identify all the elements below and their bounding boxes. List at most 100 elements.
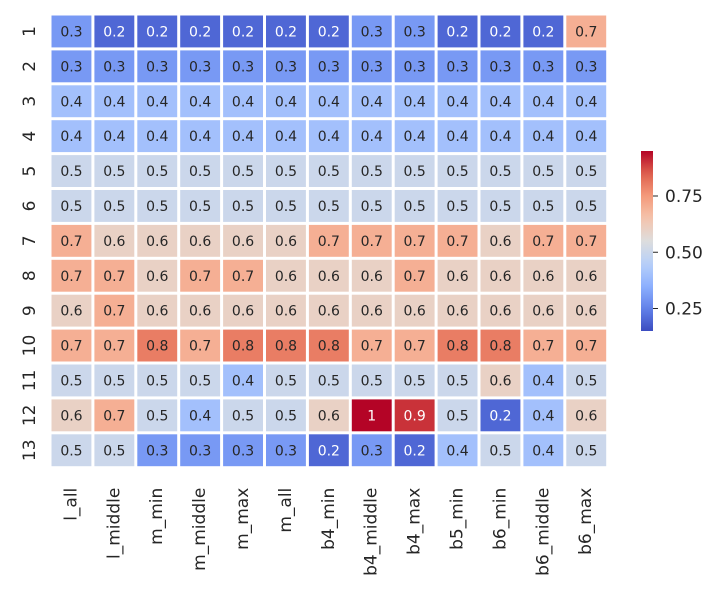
heatmap-cell	[266, 329, 306, 362]
cell-value-label: 0.3	[361, 24, 383, 40]
column-tick-label: m_middle	[190, 488, 210, 571]
heatmap-cell	[94, 50, 135, 83]
heatmap-cell	[308, 15, 349, 48]
row-tick-label: 5	[20, 166, 40, 177]
heatmap-cell	[137, 329, 178, 362]
cell-value-label: 0.4	[60, 94, 82, 110]
heatmap-cell	[94, 155, 135, 187]
column-tick-label: b4_middle	[362, 488, 382, 576]
cell-value-label: 0.3	[404, 24, 426, 40]
column-tick-label: m_min	[147, 488, 167, 545]
row-tick-label: 1	[20, 26, 40, 37]
cell-value-label: 0.5	[318, 199, 340, 215]
column-tick-label: b4_min	[319, 488, 339, 550]
heatmap-cell	[480, 190, 521, 222]
heatmap-cell	[137, 155, 178, 187]
heatmap-cell	[51, 434, 92, 467]
heatmap-cell	[523, 85, 564, 118]
cell-value-label: 0.7	[404, 234, 426, 250]
heatmap-cell	[394, 120, 435, 153]
cell-value-label: 0.6	[189, 234, 211, 250]
cell-value-label: 0.5	[189, 164, 211, 180]
cell-value-label: 0.4	[103, 94, 125, 110]
heatmap-cell	[137, 364, 178, 397]
heatmap-cell	[51, 329, 92, 362]
cell-value-label: 0.7	[60, 269, 82, 285]
row-tick-label: 6	[20, 201, 40, 212]
cell-value-label: 0.4	[446, 443, 468, 459]
cell-value-label: 0.2	[404, 443, 426, 459]
row-tick-label: 13	[20, 439, 40, 461]
heatmap-cell	[51, 259, 92, 292]
heatmap-cell	[266, 85, 306, 118]
heatmap-cell	[351, 85, 392, 118]
heatmap-cell	[137, 434, 178, 467]
cell-value-label: 0.5	[318, 373, 340, 389]
heatmap-cell	[394, 15, 435, 48]
heatmap-cell	[523, 15, 564, 48]
cell-value-label: 0.2	[103, 24, 125, 40]
cell-value-label: 0.3	[103, 59, 125, 75]
cell-value-label: 0.5	[404, 164, 426, 180]
heatmap-cell	[566, 190, 607, 222]
heatmap-cell	[480, 120, 521, 153]
cell-value-label: 0.5	[575, 443, 597, 459]
heatmap-cell	[223, 329, 263, 362]
cell-value-label: 0.5	[146, 164, 168, 180]
heatmap-cell	[480, 85, 521, 118]
heatmap-cell	[266, 15, 306, 48]
heatmap-cell	[351, 155, 392, 187]
heatmap-cell	[51, 224, 92, 257]
heatmap-cell	[94, 224, 135, 257]
cell-value-label: 0.7	[60, 234, 82, 250]
heatmap-cell	[566, 120, 607, 153]
heatmap-cell	[566, 259, 607, 292]
heatmap-cell	[223, 85, 263, 118]
cell-value-label: 0.4	[275, 94, 297, 110]
row-tick-label: 8	[20, 270, 40, 281]
heatmap-cell	[94, 15, 135, 48]
heatmap-cell	[566, 224, 607, 257]
cell-value-label: 0.5	[103, 443, 125, 459]
heatmap-cell	[394, 364, 435, 397]
cell-value-label: 0.6	[189, 304, 211, 320]
cell-value-label: 0.2	[446, 24, 468, 40]
colorbar: 0.25 0.50 0.75	[641, 151, 703, 331]
heatmap-cell	[437, 120, 478, 153]
colorbar-gradient	[641, 151, 653, 331]
column-tick-label: l_all	[61, 488, 81, 521]
column-tick-label: l_middle	[104, 488, 124, 559]
cell-value-label: 0.5	[575, 373, 597, 389]
cell-value-label: 0.7	[404, 339, 426, 355]
row-tick-label: 10	[20, 335, 40, 357]
heatmap-cell	[308, 294, 349, 327]
row-tick-label: 2	[20, 61, 40, 72]
row-tick-label: 9	[20, 305, 40, 316]
heatmap-cell	[523, 259, 564, 292]
heatmap-cell	[180, 190, 221, 222]
heatmap-cell	[566, 434, 607, 467]
cell-value-label: 0.4	[446, 94, 468, 110]
heatmap-cell	[480, 259, 521, 292]
heatmap-cell	[308, 85, 349, 118]
heatmap-cell	[94, 399, 135, 432]
heatmap-cell	[266, 259, 306, 292]
heatmap-cell	[180, 224, 221, 257]
cell-value-label: 0.6	[232, 304, 254, 320]
cell-value-label: 0.8	[232, 339, 254, 355]
heatmap-cell	[180, 15, 221, 48]
cell-value-label: 0.6	[489, 373, 511, 389]
heatmap-cell	[566, 85, 607, 118]
cell-value-label: 0.4	[146, 94, 168, 110]
cell-value-label: 0.4	[275, 129, 297, 145]
heatmap-cell	[480, 50, 521, 83]
cell-value-label: 0.6	[575, 304, 597, 320]
cell-value-label: 0.5	[318, 164, 340, 180]
cell-value-label: 0.5	[275, 199, 297, 215]
cell-value-label: 0.6	[103, 234, 125, 250]
heatmap-cell	[394, 259, 435, 292]
heatmap-cell	[137, 399, 178, 432]
cell-value-label: 0.5	[404, 373, 426, 389]
heatmap-cell	[351, 224, 392, 257]
cell-value-label: 0.3	[232, 443, 254, 459]
